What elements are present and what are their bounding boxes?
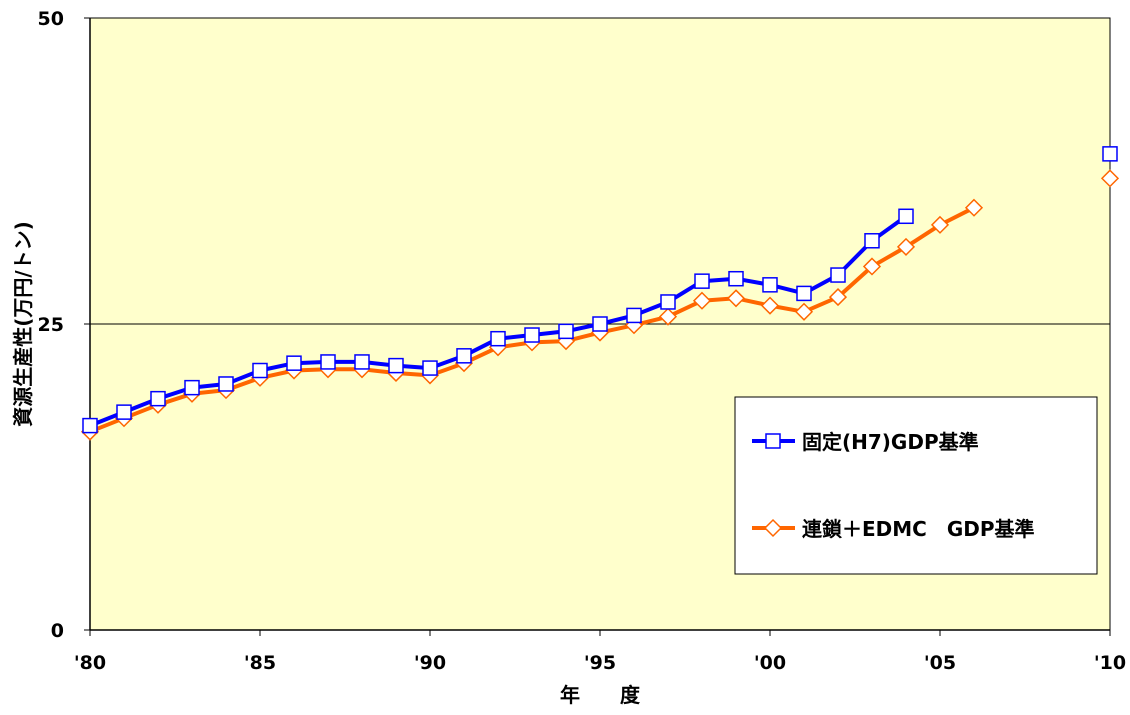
legend-label-series-2: 連鎖＋EDMC GDP基準 bbox=[802, 517, 1035, 541]
series-2-point bbox=[692, 291, 712, 310]
x-tick-label: '95 bbox=[584, 652, 616, 674]
y-tick-label: 50 bbox=[38, 8, 64, 30]
x-tick-label: '05 bbox=[924, 652, 956, 674]
series-1-point bbox=[456, 348, 472, 364]
series-1-point bbox=[184, 379, 200, 396]
series-1-point bbox=[864, 233, 880, 249]
series-1-point bbox=[218, 376, 234, 392]
series-1-point bbox=[116, 404, 132, 420]
series-1-point bbox=[660, 294, 676, 310]
series-2-point bbox=[760, 296, 780, 315]
series-2-point bbox=[828, 288, 848, 307]
x-tick-label: '10 bbox=[1094, 652, 1126, 674]
series-1-point bbox=[422, 360, 438, 376]
series-1-point bbox=[694, 273, 710, 289]
legend-box bbox=[734, 396, 1098, 575]
series-2-point bbox=[930, 215, 950, 234]
series-2-point bbox=[964, 198, 984, 217]
series-2-point bbox=[794, 302, 814, 321]
series-1-point bbox=[524, 327, 540, 343]
legend: 固定(H7)GDP基準 連鎖＋EDMC GDP基準 bbox=[734, 396, 1098, 575]
x-tick-label: '00 bbox=[754, 652, 786, 674]
x-tick-label: '85 bbox=[244, 652, 276, 674]
series-1-point bbox=[490, 330, 506, 347]
series-1-point bbox=[558, 323, 574, 340]
y-tick-label: 25 bbox=[38, 314, 64, 336]
series-1-point bbox=[762, 277, 778, 293]
legend-swatch-marker-series-2 bbox=[763, 518, 783, 538]
series-1-point bbox=[82, 417, 98, 434]
series-1-point bbox=[150, 390, 166, 407]
x-axis-title: 年 度 bbox=[560, 683, 641, 707]
series-1 bbox=[82, 146, 1118, 434]
legend-swatch-marker-series-1 bbox=[765, 433, 781, 449]
x-tick-label: '80 bbox=[74, 652, 106, 674]
series-2-point bbox=[896, 237, 916, 256]
legend-items bbox=[752, 433, 795, 538]
y-axis-title: 資源生産性(万円/トン) bbox=[11, 221, 35, 427]
series-1-point bbox=[286, 355, 302, 371]
series-2-point bbox=[1100, 169, 1120, 188]
series-1-point bbox=[252, 362, 268, 379]
series-2-point bbox=[726, 289, 746, 308]
legend-label-series-1: 固定(H7)GDP基準 bbox=[802, 430, 979, 454]
series-1-point bbox=[320, 354, 336, 370]
series-1-point bbox=[354, 354, 370, 370]
series-1-point bbox=[388, 357, 404, 374]
series-1-point bbox=[728, 270, 744, 287]
series-1-point bbox=[796, 285, 812, 302]
series-1-point bbox=[626, 307, 642, 324]
series-2-point bbox=[862, 257, 882, 276]
series-1-point bbox=[1102, 146, 1118, 162]
y-tick-label: 0 bbox=[51, 620, 64, 642]
series-1-point bbox=[898, 208, 914, 225]
x-tick-label: '90 bbox=[414, 652, 446, 674]
series-layer bbox=[80, 146, 1120, 441]
series-2-point bbox=[658, 307, 678, 326]
ticks: '80 '85 '90 '95 '00 '05 '10 0 25 50 bbox=[38, 8, 1127, 674]
series-1-point bbox=[592, 316, 608, 332]
series-1-point bbox=[830, 267, 846, 283]
